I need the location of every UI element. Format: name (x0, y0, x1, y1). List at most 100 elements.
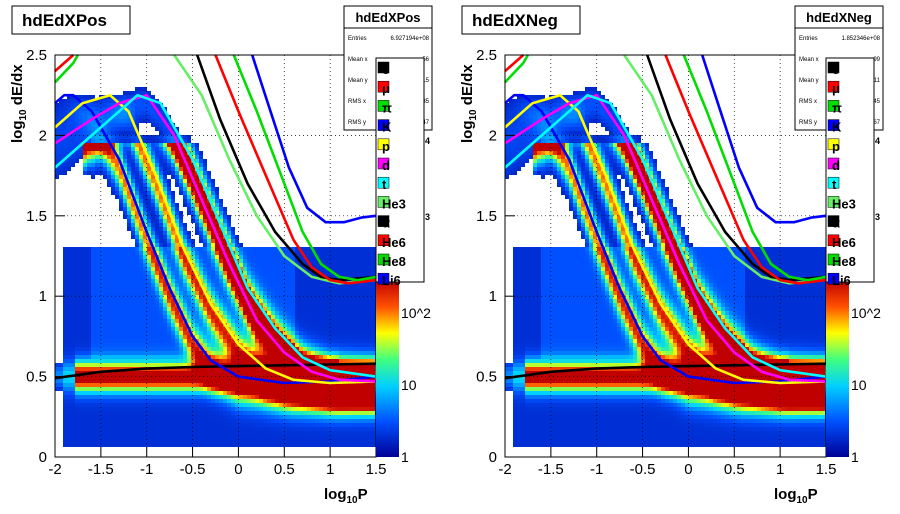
legend-label: e (832, 62, 839, 77)
legend-label: α (832, 216, 840, 231)
y-tick-label: 1.5 (476, 208, 497, 225)
curve-4 (504, 93, 827, 385)
legend-label: He8 (832, 254, 856, 269)
curve-5 (54, 93, 377, 385)
legend-swatch (377, 272, 390, 285)
stats-row-label: Entries (799, 36, 818, 42)
y-tick-label: 2.5 (26, 47, 47, 64)
legend-label: π (832, 100, 842, 115)
colorbar-label-10: 10 (401, 377, 417, 393)
colorbar-label-100: 10^2 (401, 305, 431, 321)
stats-row-label: RMS x (348, 99, 366, 105)
stats-row-label: Mean y (799, 78, 819, 84)
x-tick-label: 1 (776, 461, 784, 478)
stats-row-value: 6.927194e+08 (390, 36, 429, 42)
x-tick-label: -1.5 (88, 461, 114, 478)
legend-swatch (827, 100, 840, 112)
stats-row-label: RMS y (799, 120, 817, 126)
stats-row-label: Mean x (348, 57, 368, 63)
stats-row-label: RMS y (348, 120, 366, 126)
legend-label: p (382, 139, 390, 154)
colorbar-label-1: 1 (851, 449, 859, 465)
legend-label: t (382, 177, 387, 192)
panel-hdedxneg: -2 -1.5 -1 -0.5 0 0.5 1 1.5 0 0.5 1 1.5 2 2.5 log10P lo… (459, 5, 884, 506)
x-tick-label: -0.5 (630, 461, 656, 478)
legend-label: μ (832, 81, 840, 96)
legend-label: t (832, 177, 837, 192)
colorbar-label-100: 10^2 (851, 305, 881, 321)
curve-8 (623, 54, 827, 285)
legend-swatch (827, 176, 840, 189)
y-tick-label: 0.5 (26, 369, 47, 386)
theory-curves (504, 54, 827, 385)
curve-6 (54, 93, 377, 383)
title-text: hdEdXPos (22, 11, 107, 30)
legend-swatch (827, 80, 840, 93)
x-tick-label: 0 (234, 461, 242, 478)
y-tick-label: 0 (489, 449, 497, 466)
curve-2 (54, 54, 75, 73)
curve-2 (504, 54, 525, 73)
colorbar-label-10: 10 (851, 377, 867, 393)
legend-swatch (827, 253, 840, 266)
legend-swatch (377, 100, 390, 112)
legend-label: He8 (382, 254, 406, 269)
x-tick-label: -0.5 (180, 461, 206, 478)
legend-swatch (377, 176, 390, 189)
x-tick-label: -1 (590, 461, 603, 478)
legend-label: He6 (382, 235, 406, 250)
legend-label: He6 (832, 235, 856, 250)
legend-swatch (377, 138, 390, 151)
x-tick-label: -1.5 (538, 461, 564, 478)
axes: -2 -1.5 -1 -0.5 0 0.5 1 1.5 0 0.5 1 1.5 2 2.5 log10P lo… (9, 47, 386, 506)
x-tick-label: -2 (48, 461, 61, 478)
curve-5 (504, 93, 827, 385)
colorbar-gradient (376, 280, 399, 457)
x-tick-label: -1 (140, 461, 153, 478)
legend-label: He3 (382, 196, 406, 211)
stats-name: hdEdXNeg (806, 10, 872, 25)
legend-swatch (377, 157, 390, 170)
y-axis-title: log10 dE/dx (9, 64, 29, 143)
curve-4 (54, 93, 377, 385)
stats-row-label: Mean y (348, 78, 368, 84)
legend-label: Li6 (832, 273, 851, 288)
legend-label: K (382, 120, 392, 135)
panel-hdedxpos: -2 -1.5 -1 -0.5 0 0.5 1 1.5 0 0.5 1 1.5 2 2.5 log10P lo… (9, 5, 433, 506)
x-axis-title: log10P (774, 486, 818, 506)
legend-swatch (827, 196, 840, 208)
legend-swatch (377, 234, 390, 247)
x-tick-label: 1 (326, 461, 334, 478)
stats-row-label: RMS x (799, 99, 817, 105)
legend-swatch (377, 80, 390, 93)
colorbar-label-1: 1 (401, 449, 409, 465)
y-tick-label: 0.5 (476, 369, 497, 386)
stats-row-label: Entries (348, 36, 367, 42)
y-axis-title: log10 dE/dx (459, 64, 479, 143)
legend-swatch (827, 119, 840, 131)
curve-9 (195, 54, 377, 282)
y-tick-label: 2.5 (476, 47, 497, 64)
legend-label: d (382, 158, 390, 173)
title-box (11, 5, 131, 35)
y-tick-label: 1 (39, 288, 47, 305)
curve-7 (504, 93, 827, 378)
curve-1 (504, 362, 827, 380)
curve-3 (504, 54, 530, 84)
curve-1 (54, 362, 377, 380)
side-fragment: 3 (875, 212, 880, 222)
y-tick-label: 2 (489, 127, 497, 144)
curve-10 (214, 54, 377, 285)
curve-11 (232, 54, 377, 282)
curve-3 (54, 54, 80, 84)
curve-12 (700, 54, 827, 224)
x-tick-label: 0.5 (274, 461, 295, 478)
legend-label: d (832, 158, 840, 173)
curve-7 (54, 93, 377, 378)
stats-row-value: 1.852346e+08 (841, 36, 880, 42)
legend-label: He3 (832, 196, 856, 211)
stats-name: hdEdXPos (355, 10, 420, 25)
legend-label: e (382, 62, 389, 77)
